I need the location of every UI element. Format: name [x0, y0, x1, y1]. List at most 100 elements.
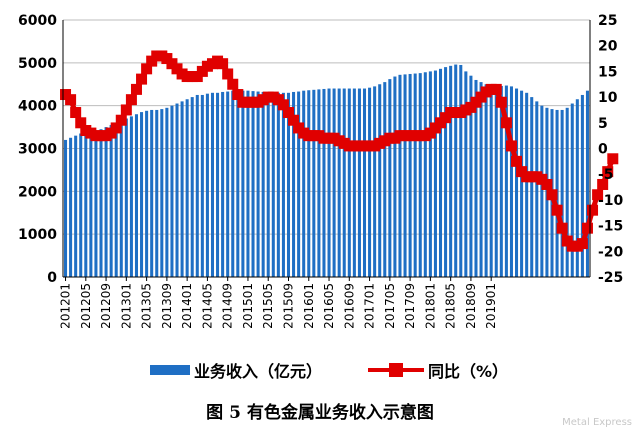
bar — [408, 73, 412, 277]
bar — [271, 92, 275, 277]
bar — [312, 89, 316, 278]
x-tick-label: 201701 — [363, 283, 377, 329]
x-tick-label: 201901 — [484, 283, 498, 329]
bar — [89, 131, 93, 277]
bar — [560, 109, 564, 277]
bar — [459, 64, 463, 277]
y-right-tick-label: 25 — [598, 13, 617, 29]
yoy-marker — [130, 83, 142, 95]
bar — [94, 130, 98, 277]
yoy-marker — [217, 58, 229, 70]
bar — [297, 91, 301, 277]
bar — [469, 75, 473, 277]
bar — [474, 79, 478, 277]
x-tick-label: 201601 — [302, 283, 316, 329]
yoy-marker — [136, 73, 148, 85]
bar — [124, 118, 128, 278]
yoy-marker — [115, 114, 127, 126]
bar — [266, 92, 270, 277]
yoy-marker — [541, 178, 553, 190]
x-tick-label: 201805 — [444, 283, 458, 329]
bar — [585, 90, 589, 277]
bar — [565, 107, 569, 277]
x-tick-label: 201401 — [180, 283, 194, 329]
bar — [454, 64, 458, 278]
bar — [205, 93, 209, 277]
bar — [134, 114, 138, 277]
yoy-marker — [581, 222, 593, 234]
yoy-marker — [282, 107, 294, 119]
bar — [393, 76, 397, 277]
y-right-tick-label: 10 — [598, 90, 618, 106]
bar — [281, 92, 285, 277]
axes: 0 1000 2000 3000 4000 5000 6000 -25 -20 -15 -10 -5 0… — [18, 13, 624, 329]
bar — [413, 73, 417, 278]
bar — [69, 137, 73, 277]
yoy-marker — [576, 238, 588, 250]
bar — [540, 105, 544, 278]
yoy-marker — [500, 117, 512, 129]
yoy-marker — [110, 122, 122, 134]
legend: 业务收入（亿元） 同比（%） — [150, 358, 554, 382]
bar — [535, 101, 539, 277]
chart: 0 1000 2000 3000 4000 5000 6000 -25 -20 -15 -10 -5 0… — [18, 13, 624, 329]
bar — [286, 92, 291, 277]
yoy-marker — [288, 114, 300, 126]
bar — [337, 88, 341, 278]
x-tick-label: 201501 — [241, 283, 255, 329]
bar — [484, 84, 488, 277]
bar — [515, 88, 519, 278]
bar — [464, 71, 468, 278]
bar — [302, 90, 306, 277]
bar — [327, 88, 331, 278]
bar — [165, 107, 169, 277]
bar — [241, 90, 245, 277]
legend-bar-swatch — [150, 365, 190, 375]
bar — [155, 109, 159, 277]
bar — [129, 116, 133, 277]
x-tick-label: 201409 — [221, 283, 235, 329]
bar — [140, 112, 144, 277]
x-tick-label: 201809 — [464, 283, 478, 329]
y-left-tick-label: 5000 — [18, 56, 57, 72]
bar — [251, 91, 255, 277]
bar — [109, 124, 113, 277]
bar — [388, 79, 392, 277]
bar — [276, 92, 280, 277]
bar — [423, 72, 427, 277]
yoy-marker — [75, 117, 87, 129]
bar — [509, 86, 513, 278]
bar — [322, 88, 326, 277]
line-series — [60, 50, 619, 252]
bar — [114, 122, 118, 277]
y-left-tick-label: 6000 — [18, 13, 57, 29]
bar — [261, 91, 265, 278]
bar — [580, 94, 584, 277]
bar — [236, 90, 240, 277]
y-left-tick-label: 4000 — [18, 99, 57, 115]
y-right-tick-label: -25 — [598, 270, 623, 286]
yoy-marker — [227, 78, 239, 90]
bar — [449, 65, 453, 277]
yoy-marker — [222, 68, 234, 80]
x-tick-label: 201309 — [160, 283, 174, 329]
bar — [256, 91, 260, 277]
yoy-marker — [141, 63, 153, 75]
y-right-tick-label: 15 — [598, 64, 617, 80]
watermark: Metal Express — [562, 417, 632, 428]
bar — [231, 90, 235, 277]
yoy-marker — [65, 94, 77, 106]
bar — [444, 67, 448, 277]
legend-label-yoy: 同比（%） — [428, 362, 509, 381]
bar — [246, 90, 250, 277]
bar — [438, 68, 443, 277]
bar — [64, 139, 68, 277]
bar — [180, 101, 184, 277]
bar — [499, 85, 503, 277]
yoy-marker — [505, 140, 517, 152]
yoy-marker — [607, 153, 619, 165]
bar — [221, 91, 225, 278]
x-tick-label: 201301 — [119, 283, 133, 329]
yoy-marker — [592, 189, 604, 201]
y-right-tick-label: 5 — [598, 116, 608, 132]
